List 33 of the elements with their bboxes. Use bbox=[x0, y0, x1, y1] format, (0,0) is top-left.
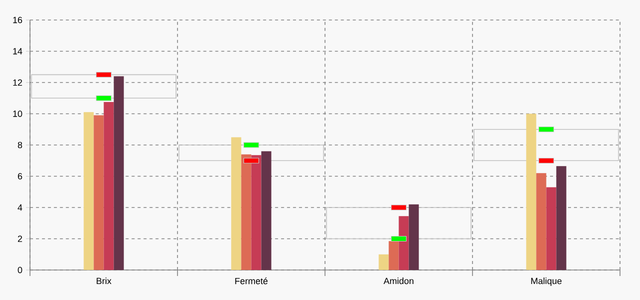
y-tick-label: 0 bbox=[18, 266, 22, 274]
bar bbox=[326, 207, 472, 240]
bar bbox=[546, 187, 556, 270]
x-tick-label: Malique bbox=[531, 278, 562, 286]
bar bbox=[408, 204, 419, 270]
bar bbox=[378, 254, 389, 270]
bar bbox=[231, 137, 242, 270]
bar bbox=[114, 76, 124, 270]
bar bbox=[31, 74, 176, 99]
y-tick-label: 16 bbox=[13, 16, 22, 24]
bar bbox=[84, 112, 94, 270]
bar bbox=[474, 128, 619, 162]
y-tick-label: 10 bbox=[13, 110, 22, 117]
x-tick-label: Amidon bbox=[384, 278, 414, 284]
bar bbox=[388, 241, 399, 270]
y-tick-label: 2 bbox=[18, 236, 22, 242]
y-tick-label: 4 bbox=[18, 204, 22, 211]
bar bbox=[556, 166, 566, 270]
y-tick-label: 6 bbox=[18, 173, 22, 180]
bar bbox=[178, 144, 324, 162]
bar bbox=[261, 151, 272, 270]
y-tick-label: 12 bbox=[13, 79, 22, 86]
bar bbox=[94, 115, 104, 270]
bar bbox=[241, 154, 252, 270]
y-tick-label: 8 bbox=[18, 142, 22, 148]
bar bbox=[526, 114, 536, 270]
bar bbox=[251, 155, 262, 270]
bar bbox=[398, 216, 409, 270]
x-tick-label: Brix bbox=[96, 278, 112, 284]
bar bbox=[536, 173, 546, 270]
x-tick-label: Fermeté bbox=[235, 278, 268, 284]
y-tick-label: 14 bbox=[13, 48, 22, 54]
bar bbox=[104, 102, 114, 270]
